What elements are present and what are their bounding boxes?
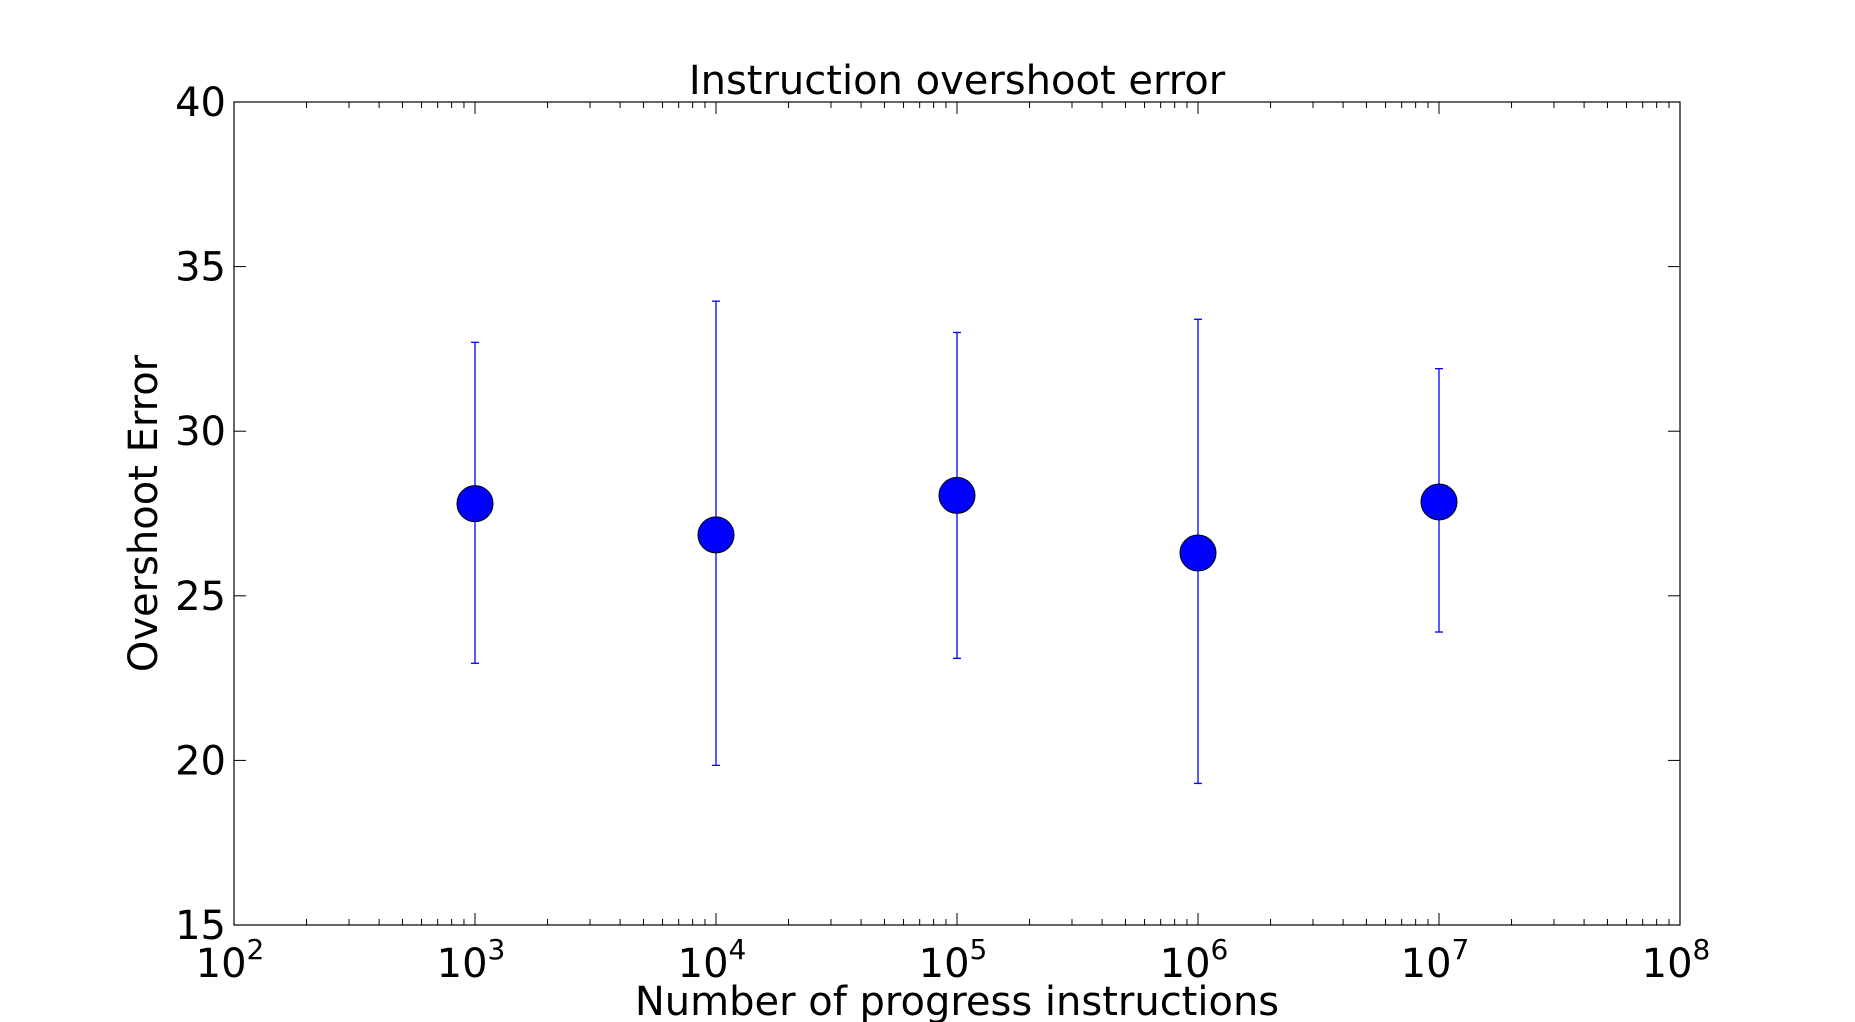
x-axis-label: Number of progress instructions (635, 979, 1279, 1022)
data-point-group (456, 341, 494, 664)
y-tick-label: 35 (175, 245, 226, 291)
y-tick-label: 15 (175, 903, 226, 949)
data-point (1179, 534, 1217, 572)
y-tick-label: 20 (175, 738, 226, 784)
y-tick-label: 25 (175, 574, 226, 620)
data-point-group (697, 300, 735, 766)
data-point (938, 476, 976, 514)
data-point-group (1420, 368, 1458, 633)
data-point (697, 516, 735, 554)
x-tick-label: 106 (1160, 933, 1229, 987)
data-point (456, 485, 494, 523)
x-tick-label: 108 (1642, 933, 1711, 987)
y-tick-label: 30 (175, 409, 226, 455)
data-point (1420, 483, 1458, 521)
y-tick-label: 40 (175, 80, 226, 126)
data-point-group (938, 331, 976, 659)
y-axis-label: Overshoot Error (121, 354, 167, 672)
x-tick-label: 105 (919, 933, 988, 987)
marks-layer (456, 300, 1458, 785)
x-tick-label: 102 (196, 933, 265, 987)
x-tick-label: 103 (437, 933, 506, 987)
data-point-group (1179, 318, 1217, 785)
x-tick-label: 107 (1401, 933, 1470, 987)
x-tick-label: 104 (678, 933, 747, 987)
chart-title: Instruction overshoot error (689, 58, 1226, 104)
ticks-layer: 15 20 25 30 35 40 102 103 104 105 106 107 108 (175, 80, 1710, 987)
